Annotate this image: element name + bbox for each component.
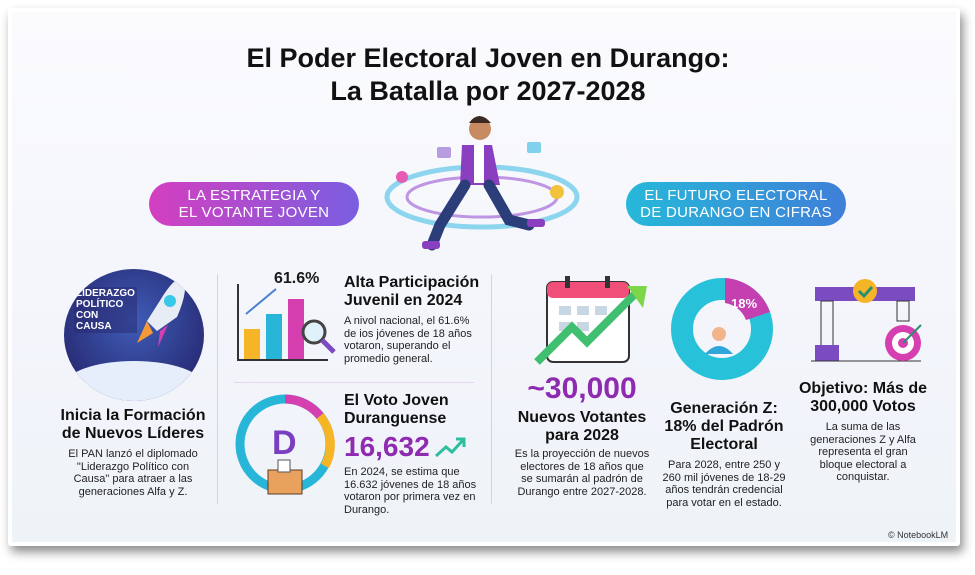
- section-pill-strategy: LA ESTRATEGIA Y EL VOTANTE JOVEN: [149, 182, 359, 226]
- badge-text: CAUSA: [76, 321, 112, 332]
- divider: [234, 382, 474, 383]
- pill-line: EL VOTANTE JOVEN: [178, 204, 330, 221]
- section-pill-future: EL FUTURO ELECTORAL DE DURANGO EN CIFRAS: [626, 182, 846, 226]
- ballot-donut-icon: D: [235, 394, 335, 495]
- badge-text: LIDERAZGO: [76, 288, 135, 299]
- pill-line: DE DURANGO EN CIFRAS: [640, 204, 832, 221]
- rocket-icon: [137, 277, 186, 347]
- badge-text: POLÍTICO: [76, 299, 124, 310]
- credit: © NotebookLM: [888, 530, 949, 540]
- bar-chart-icon: [237, 284, 336, 361]
- new-voters-body: Es la proyección de nuevos electores de …: [514, 448, 650, 498]
- title-line-2: La Batalla por 2027-2028: [330, 76, 646, 106]
- leaders-text: Inicia la Formación de Nuevos Líderes El…: [52, 407, 214, 498]
- durango-vote-value: 16,632: [344, 431, 430, 462]
- new-voters-title: Nuevos Votantes para 2028: [517, 409, 647, 444]
- title-line-1: El Poder Electoral Joven en Durango:: [246, 43, 730, 73]
- badge-text: CON: [76, 310, 99, 321]
- participation-body: A nivol nacional, el 61.6% de ios jóvene…: [344, 315, 472, 365]
- durango-vote-title: El Voto Joven Duranguense: [344, 392, 449, 427]
- new-voters-value: ~30,000: [527, 372, 637, 405]
- leaders-body: El PAN lanzó el diplomado "Liderazgo Pol…: [68, 448, 198, 498]
- new-voters-text: ~30,000 Nuevos Votantes para 2028 Es la …: [507, 372, 657, 498]
- durango-vote-text: El Voto Joven Duranguense 16,632 En 2024…: [344, 392, 486, 516]
- participation-title: Alta Participación Juvenil en 2024: [344, 274, 480, 309]
- durango-vote-value-row: 16,632: [344, 431, 486, 463]
- divider: [491, 274, 492, 504]
- runner-illustration: [384, 116, 580, 251]
- participation-text: Alta Participación Juvenil en 2024 A niv…: [344, 274, 486, 365]
- gen-z-text: Generación Z: 18% del Padrón Electoral P…: [655, 400, 793, 509]
- gen-z-body: Para 2028, entre 250 y 260 mil jóvenes d…: [662, 459, 786, 509]
- gen-z-donut-icon: 18%: [671, 278, 773, 380]
- pill-line: LA ESTRATEGIA Y: [187, 187, 321, 204]
- rocket-badge: LIDERAZGO POLÍTICO CON CAUSA: [64, 269, 204, 401]
- goal-body: La suma de las generaciones Z y Alfa rep…: [810, 421, 916, 483]
- leaders-title: Inicia la Formación de Nuevos Líderes: [60, 407, 206, 442]
- calendar-growth-icon: [534, 276, 647, 365]
- trend-up-icon: [434, 437, 466, 458]
- goal-text: Objetivo: Más de 300,000 Votos La suma d…: [797, 380, 929, 484]
- durango-vote-body: En 2024, se estima que 16.632 jóvenes de…: [344, 466, 477, 516]
- goal-arch-target-icon: [811, 279, 922, 362]
- pill-line: EL FUTURO ELECTORAL: [644, 187, 828, 204]
- infographic: El Poder Electoral Joven en Durango: La …: [8, 8, 960, 546]
- goal-title: Objetivo: Más de 300,000 Votos: [798, 380, 928, 415]
- gen-z-donut-label: 18%: [731, 296, 757, 311]
- divider: [217, 274, 218, 504]
- participation-value: 61.6%: [274, 270, 320, 287]
- svg-text:D: D: [272, 424, 297, 462]
- gen-z-title: Generación Z: 18% del Padrón Electoral: [664, 400, 784, 453]
